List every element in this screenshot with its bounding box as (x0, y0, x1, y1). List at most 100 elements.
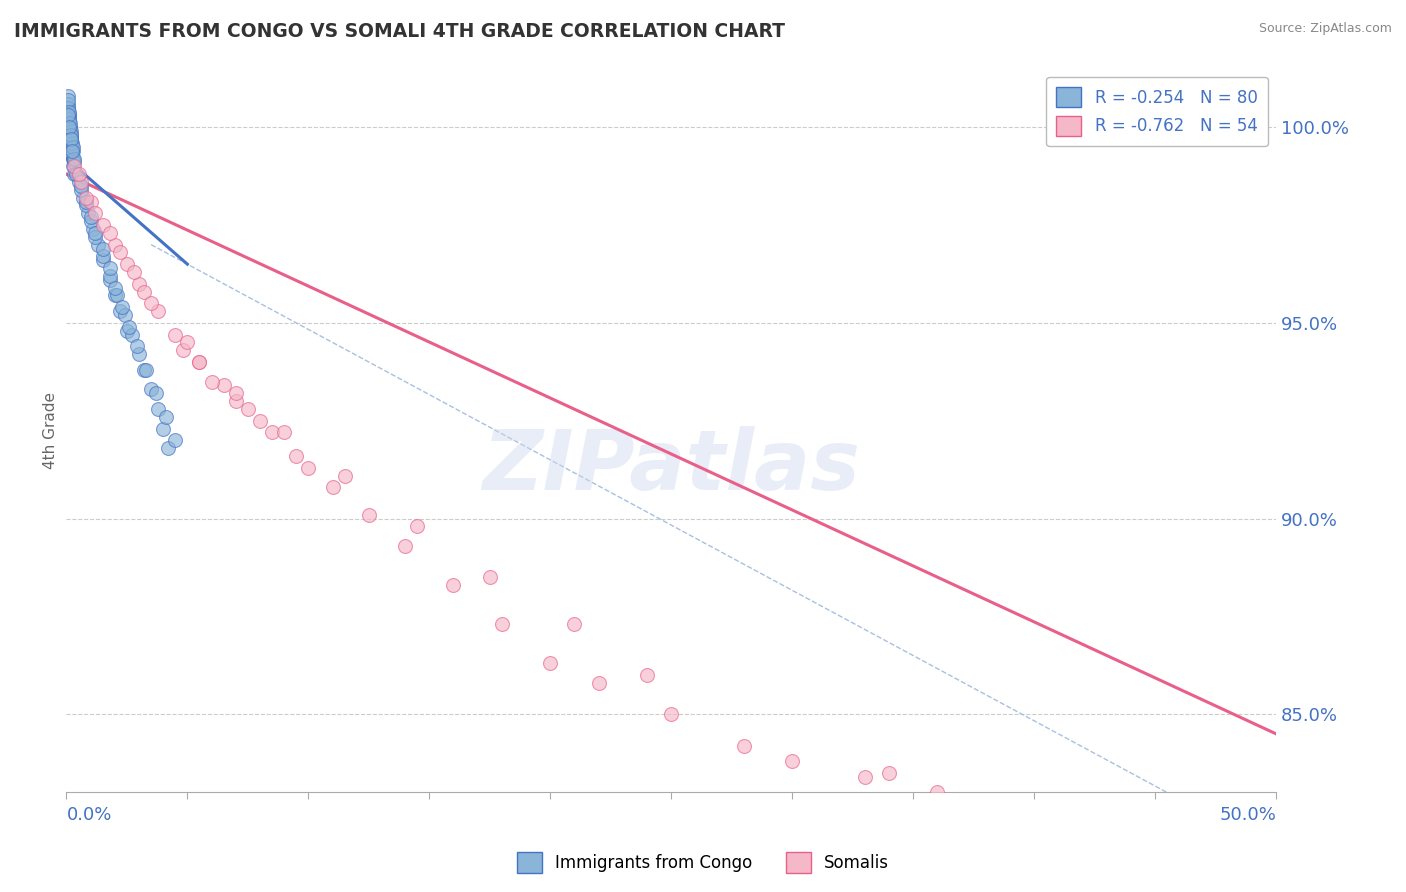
Point (79, 194, 101, 209)
Point (927, 785, 949, 799)
Legend: Immigrants from Congo, Somalis: Immigrants from Congo, Somalis (510, 846, 896, 880)
Point (132, 363, 155, 377)
Point (155, 409, 177, 424)
Point (491, 617, 513, 632)
Point (188, 355, 211, 369)
Point (212, 378, 235, 392)
Point (84, 226, 107, 240)
Point (77, 206, 100, 220)
Point (111, 300, 134, 314)
Point (58, 112, 80, 127)
Point (60, 144, 83, 158)
Point (70, 178, 93, 193)
Point (165, 327, 187, 342)
Y-axis label: 4th Grade: 4th Grade (44, 392, 58, 469)
Point (225, 386, 247, 401)
Point (122, 265, 145, 279)
Text: 0.0%: 0.0% (66, 806, 112, 824)
Point (1095, 817, 1118, 831)
Point (58, 108, 80, 122)
Point (59, 128, 82, 142)
Point (115, 257, 138, 271)
Point (62, 159, 84, 173)
Point (538, 657, 561, 671)
Point (114, 308, 136, 322)
Point (59, 120, 82, 135)
Point (659, 707, 682, 722)
Point (98, 273, 121, 287)
Point (357, 508, 380, 522)
Point (148, 401, 170, 416)
Point (564, 617, 586, 632)
Point (59, 128, 82, 142)
Point (104, 288, 127, 302)
Point (1192, 832, 1215, 847)
Point (91, 249, 114, 263)
Point (104, 280, 127, 294)
Point (98, 226, 121, 240)
Point (148, 304, 170, 318)
Point (62, 152, 84, 166)
Point (65, 167, 87, 181)
Point (333, 468, 356, 483)
Point (108, 304, 131, 318)
Point (67, 167, 90, 181)
Point (75, 194, 97, 209)
Point (58, 108, 80, 122)
Point (135, 363, 157, 377)
Point (443, 578, 465, 592)
Point (70, 175, 93, 189)
Text: Source: ZipAtlas.com: Source: ZipAtlas.com (1258, 22, 1392, 36)
Point (62, 167, 84, 181)
Point (780, 754, 803, 768)
Point (91, 218, 114, 232)
Point (60, 140, 83, 154)
Point (115, 324, 138, 338)
Point (84, 229, 107, 244)
Legend: R = -0.254   N = 80, R = -0.762   N = 54: R = -0.254 N = 80, R = -0.762 N = 54 (1046, 77, 1268, 146)
Point (152, 421, 174, 435)
Point (172, 343, 194, 358)
Point (59, 136, 82, 150)
Point (62, 155, 84, 169)
Point (91, 242, 114, 256)
Point (273, 425, 295, 440)
Point (60, 136, 83, 150)
Point (225, 394, 247, 409)
Point (188, 355, 211, 369)
Point (249, 414, 271, 428)
Point (478, 570, 501, 584)
Point (59, 124, 82, 138)
Point (406, 519, 429, 533)
Point (853, 770, 876, 784)
Point (72, 191, 94, 205)
Point (75, 198, 97, 212)
Point (58, 101, 80, 115)
Point (98, 261, 121, 276)
Point (79, 211, 101, 225)
Point (62, 159, 84, 173)
Point (297, 460, 319, 475)
Point (60, 140, 83, 154)
Point (322, 480, 344, 494)
Point (176, 335, 198, 350)
Point (200, 375, 222, 389)
Point (108, 245, 131, 260)
Point (236, 401, 259, 416)
Point (59, 120, 82, 135)
Point (165, 434, 187, 448)
Point (56, 89, 79, 103)
Point (58, 112, 80, 127)
Point (59, 116, 82, 130)
Point (56, 93, 79, 107)
Point (60, 136, 83, 150)
Point (59, 132, 82, 146)
Point (877, 766, 900, 780)
Point (59, 124, 82, 138)
Point (145, 386, 167, 401)
Text: 50.0%: 50.0% (1219, 806, 1277, 824)
Text: IMMIGRANTS FROM CONGO VS SOMALI 4TH GRADE CORRELATION CHART: IMMIGRANTS FROM CONGO VS SOMALI 4TH GRAD… (14, 22, 785, 41)
Point (56, 96, 79, 111)
Point (70, 183, 93, 197)
Point (67, 175, 90, 189)
